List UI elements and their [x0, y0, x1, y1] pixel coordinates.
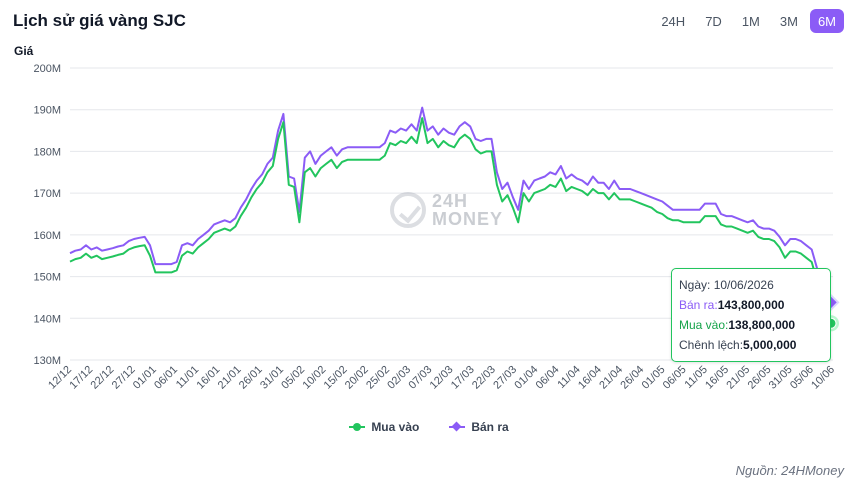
x-tick-label: 26/05 [746, 364, 774, 392]
x-tick-label: 16/01 [195, 364, 223, 392]
tooltip-sell-value: 143,800,000 [717, 298, 785, 312]
x-tick-label: 07/03 [406, 364, 434, 392]
x-tick-label: 05/06 [788, 364, 816, 392]
x-tick-label: 12/03 [428, 364, 456, 392]
y-tick-label: 200M [33, 63, 61, 75]
legend-buy-label: Mua vào [371, 420, 420, 434]
x-tick-label: 10/02 [301, 364, 329, 392]
range-24h-button[interactable]: 24H [653, 9, 693, 33]
x-tick-label: 21/01 [216, 364, 244, 392]
y-tick-label: 160M [33, 230, 61, 242]
y-tick-label: 150M [33, 272, 61, 284]
y-axis-title: Giá [14, 44, 34, 58]
x-tick-label: 22/03 [470, 364, 498, 392]
tooltip-buy-row: Mua vào:138,800,000 [679, 315, 823, 335]
x-tick-label: 01/05 [640, 364, 668, 392]
x-tick-label: 06/01 [152, 364, 180, 392]
y-tick-label: 140M [33, 313, 61, 325]
x-tick-label: 01/01 [131, 364, 159, 392]
x-tick-label: 31/01 [258, 364, 286, 392]
watermark-logo-icon [390, 192, 426, 228]
x-tick-label: 20/02 [343, 364, 371, 392]
tooltip-diff-value: 5,000,000 [743, 338, 797, 352]
x-tick-label: 12/12 [46, 364, 74, 392]
x-tick-label: 26/01 [237, 364, 265, 392]
tooltip-date-value: 10/06/2026 [713, 278, 774, 292]
range-7d-button[interactable]: 7D [697, 9, 730, 33]
tooltip-diff-label: Chênh lệch: [679, 338, 744, 352]
legend-sell-marker-icon [449, 421, 466, 433]
tooltip-diff-row: Chênh lệch:5,000,000 [679, 335, 823, 355]
legend-sell-label: Bán ra [471, 420, 509, 434]
x-tick-label: 05/02 [279, 364, 307, 392]
legend-item-sell[interactable]: Bán ra [449, 420, 509, 434]
tooltip-buy-value: 138,800,000 [728, 318, 796, 332]
x-tick-label: 16/05 [703, 364, 731, 392]
x-tick-label: 01/04 [512, 364, 540, 392]
x-tick-label: 16/04 [576, 364, 604, 392]
x-tick-label: 27/12 [110, 364, 138, 392]
x-tick-label: 21/04 [597, 364, 625, 392]
watermark-line1: 24H [432, 191, 469, 211]
watermark: 24H MONEY [390, 192, 503, 228]
legend-buy-marker-icon [349, 421, 366, 433]
price-tooltip: Ngày: 10/06/2026 Bán ra:143,800,000 Mua … [671, 268, 831, 362]
chart-title: Lịch sử giá vàng SJC [13, 11, 186, 30]
x-tick-label: 15/02 [322, 364, 350, 392]
x-tick-label: 26/04 [618, 364, 646, 392]
x-tick-label: 22/12 [89, 364, 117, 392]
time-range-selector: 24H 7D 1M 3M 6M [653, 9, 844, 33]
x-tick-label: 06/04 [534, 364, 562, 392]
range-6m-button[interactable]: 6M [809, 9, 844, 33]
range-1m-button[interactable]: 1M [734, 9, 768, 33]
x-tick-label: 17/12 [67, 364, 95, 392]
x-tick-label: 25/02 [364, 364, 392, 392]
watermark-line2: MONEY [432, 209, 504, 229]
tooltip-buy-label: Mua vào: [679, 318, 729, 332]
x-tick-label: 06/05 [661, 364, 689, 392]
sell-price-line [69, 106, 834, 303]
tooltip-sell-label: Bán ra: [679, 298, 718, 312]
x-tick-label: 31/05 [767, 364, 795, 392]
y-tick-label: 130M [33, 355, 61, 367]
tooltip-sell-row: Bán ra:143,800,000 [679, 295, 823, 315]
y-tick-label: 170M [33, 188, 61, 200]
y-tick-label: 190M [33, 105, 61, 117]
x-tick-label: 27/03 [491, 364, 519, 392]
legend-item-buy[interactable]: Mua vào [349, 420, 419, 434]
y-tick-label: 180M [33, 146, 61, 158]
tooltip-date-row: Ngày: 10/06/2026 [679, 275, 823, 295]
x-tick-label: 10/06 [809, 364, 837, 392]
buy-price-line [69, 117, 834, 325]
tooltip-date-label: Ngày: [679, 278, 711, 292]
source-note: Nguồn: 24HMoney [735, 463, 844, 478]
x-tick-label: 02/03 [385, 364, 413, 392]
x-tick-label: 21/05 [724, 364, 752, 392]
chart-legend: Mua vào Bán ra [0, 420, 858, 434]
x-tick-label: 17/03 [449, 364, 477, 392]
range-3m-button[interactable]: 3M [772, 9, 806, 33]
